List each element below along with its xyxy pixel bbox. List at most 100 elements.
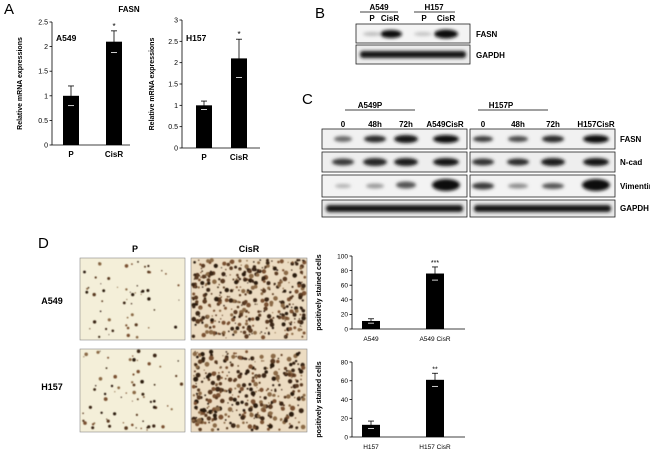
panel-d-micrographs: P CisR A549 H157 [41, 244, 308, 433]
stain-speck [235, 401, 240, 406]
stain-speck [282, 287, 285, 290]
stain-speck [232, 278, 235, 281]
band [335, 184, 351, 188]
stain-speck [196, 355, 199, 359]
stain-speck [262, 360, 265, 362]
stain-speck [136, 359, 139, 362]
band [363, 158, 387, 166]
stain-speck [209, 331, 211, 333]
stain-speck [240, 400, 244, 404]
stain-speck [204, 292, 208, 296]
stain-speck [194, 385, 198, 388]
stain-speck [290, 386, 293, 389]
stain-speck [205, 372, 207, 375]
stain-speck [255, 377, 258, 379]
stain-speck [225, 351, 228, 353]
stain-speck [233, 330, 238, 334]
stain-speck [286, 356, 292, 362]
stain-speck [205, 330, 209, 334]
blot-b-cellline-a549: A549 [369, 3, 389, 12]
stain-speck [267, 332, 270, 335]
stain-speck [281, 389, 283, 391]
stain-speck [263, 310, 266, 312]
stain-speck [149, 400, 152, 403]
stain-speck [279, 418, 283, 421]
stain-speck [298, 259, 301, 262]
stain-speck [242, 409, 246, 412]
band [583, 158, 609, 166]
stain-speck [212, 423, 217, 428]
stain-speck [276, 359, 280, 364]
stain-speck [299, 383, 304, 387]
panel-label-a: A [4, 1, 14, 18]
stain-speck [236, 305, 240, 309]
stain-speck [272, 312, 274, 314]
band [472, 158, 494, 166]
stain-speck [236, 383, 241, 388]
stain-speck [214, 396, 219, 400]
stain-speck [199, 318, 204, 322]
band [541, 158, 565, 166]
stain-speck [225, 275, 227, 277]
stain-speck [264, 370, 269, 374]
stain-speck [219, 366, 222, 369]
stain-speck [301, 316, 306, 321]
stain-speck [295, 262, 299, 266]
stain-speck [261, 270, 263, 272]
stain-speck [244, 334, 249, 339]
stain-speck [273, 370, 279, 376]
stain-speck [95, 385, 97, 387]
stain-speck [222, 355, 224, 357]
stain-speck [248, 273, 254, 279]
stain-speck [218, 309, 222, 312]
stain-speck [89, 328, 91, 330]
stain-speck [201, 321, 204, 324]
stain-speck [209, 306, 212, 308]
stain-speck [215, 388, 217, 390]
stain-speck [299, 270, 304, 274]
stain-speck [193, 401, 197, 405]
stain-speck [194, 405, 198, 410]
stain-speck [301, 299, 304, 302]
stain-speck [193, 376, 199, 382]
bar [426, 273, 444, 329]
stain-speck [111, 329, 115, 333]
stain-speck [200, 380, 204, 383]
stain-speck [247, 282, 249, 284]
blot-c-group-h157p: H157P [489, 101, 514, 110]
stain-speck [239, 386, 244, 392]
blot-b-cellline-h157: H157 [424, 3, 444, 12]
stain-speck [268, 424, 273, 429]
stain-speck [269, 363, 275, 368]
stain-speck [195, 372, 201, 378]
stain-speck [218, 372, 220, 374]
stain-speck [288, 423, 291, 425]
stain-speck [201, 356, 206, 361]
stain-speck [272, 384, 275, 387]
stain-speck [281, 316, 285, 320]
stain-speck [278, 383, 281, 387]
stain-speck [245, 403, 248, 407]
stain-speck [245, 319, 248, 323]
stain-speck [244, 372, 248, 375]
stain-speck [107, 318, 111, 322]
stain-speck [197, 388, 201, 392]
stain-speck [242, 330, 247, 335]
panel-label-d: D [38, 235, 49, 252]
stain-speck [225, 268, 227, 271]
x-tick-label: H157 CisR [419, 444, 451, 451]
stain-speck [201, 263, 206, 268]
stain-speck [177, 284, 180, 287]
stain-speck [91, 426, 95, 430]
stain-speck [98, 335, 101, 338]
stain-speck [144, 265, 146, 268]
stain-speck [117, 386, 121, 390]
stain-speck [98, 262, 100, 264]
stain-speck [248, 318, 251, 321]
stain-speck [116, 286, 119, 288]
stain-speck [301, 326, 303, 328]
bar [362, 424, 380, 437]
stain-speck [194, 285, 196, 288]
stain-speck [193, 261, 196, 264]
